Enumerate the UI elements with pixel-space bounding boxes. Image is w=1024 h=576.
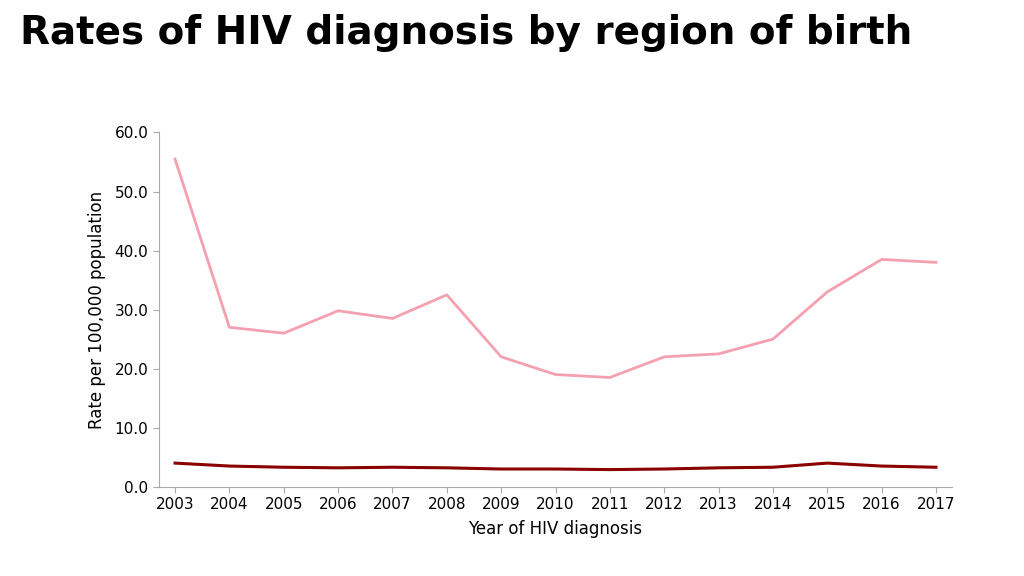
Born abroad: [930, 259, 942, 266]
Born in Ireland: [658, 465, 671, 472]
Born in Ireland: [930, 464, 942, 471]
Line: Born in Ireland: Born in Ireland: [175, 463, 936, 469]
Born in Ireland: [169, 460, 181, 467]
Born abroad: [169, 156, 181, 162]
Born abroad: [876, 256, 888, 263]
Born abroad: [713, 350, 725, 357]
Born abroad: [278, 329, 290, 336]
Legend: Born in Ireland, Born abroad: Born in Ireland, Born abroad: [381, 573, 730, 576]
Born abroad: [658, 353, 671, 361]
Born in Ireland: [713, 464, 725, 471]
Born abroad: [495, 353, 507, 361]
Text: 18: 18: [983, 547, 1000, 562]
Born abroad: [604, 374, 616, 381]
Born in Ireland: [550, 465, 562, 472]
Born in Ireland: [767, 464, 779, 471]
Born in Ireland: [386, 464, 398, 471]
Born in Ireland: [604, 466, 616, 473]
Born in Ireland: [876, 463, 888, 469]
Born in Ireland: [495, 465, 507, 472]
Born abroad: [386, 315, 398, 322]
Born abroad: [223, 324, 236, 331]
Born in Ireland: [278, 464, 290, 471]
Line: Born abroad: Born abroad: [175, 159, 936, 377]
Y-axis label: Rate per 100,000 population: Rate per 100,000 population: [88, 191, 106, 429]
Born abroad: [821, 289, 834, 295]
Born abroad: [332, 308, 344, 314]
Text: Rates of HIV diagnosis by region of birth: Rates of HIV diagnosis by region of birt…: [20, 14, 912, 52]
Born in Ireland: [821, 460, 834, 467]
Born in Ireland: [332, 464, 344, 471]
Born in Ireland: [440, 464, 453, 471]
Born abroad: [550, 371, 562, 378]
Born in Ireland: [223, 463, 236, 469]
Born abroad: [767, 336, 779, 343]
Born abroad: [440, 291, 453, 298]
X-axis label: Year of HIV diagnosis: Year of HIV diagnosis: [468, 521, 643, 539]
